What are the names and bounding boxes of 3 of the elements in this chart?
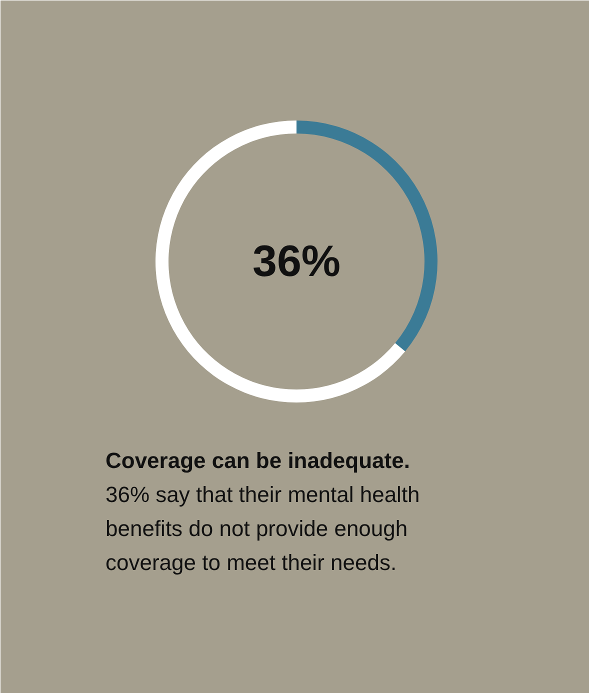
text: 36% say that their mental health benefits do not provide enough coverage to meet their needs. — [106, 482, 420, 575]
text: Coverage can be inadequate. — [106, 448, 410, 473]
data-label: 36% — [252, 237, 341, 286]
